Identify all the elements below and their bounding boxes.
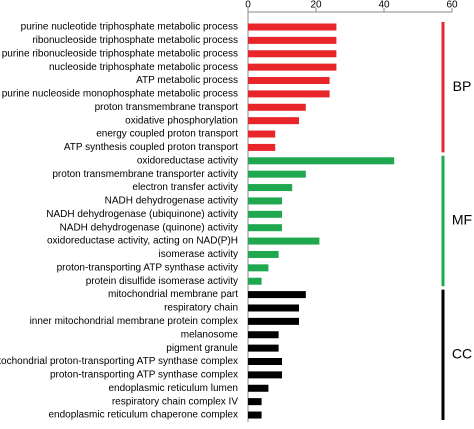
y-tick-label: oxidative phosphorylation bbox=[125, 115, 238, 126]
y-tick-label: proton-transporting ATP synthase activit… bbox=[57, 262, 238, 273]
y-tick-label: proton-transporting ATP synthase complex bbox=[50, 370, 238, 381]
bar bbox=[248, 291, 306, 299]
bar bbox=[248, 77, 330, 85]
bar bbox=[248, 184, 293, 192]
bar bbox=[248, 143, 276, 151]
group-label: BP bbox=[453, 78, 472, 94]
y-tick-label: NADH dehydrogenase (quinone) activity bbox=[60, 222, 238, 233]
y-tick-label: ATP metabolic process bbox=[136, 75, 238, 86]
y-tick-label: nucleoside triphosphate metabolic proces… bbox=[49, 62, 238, 73]
bar bbox=[248, 170, 306, 178]
bar bbox=[248, 130, 276, 138]
y-tick-label: isomerase activity bbox=[159, 249, 238, 260]
y-tick-label: proton transmembrane transport bbox=[95, 102, 239, 113]
bar bbox=[248, 344, 279, 352]
bar bbox=[248, 277, 262, 285]
group-label: MF bbox=[452, 212, 472, 228]
y-tick-label: mitochondrial membrane part bbox=[108, 289, 238, 300]
y-tick-label: melanosome bbox=[181, 329, 239, 340]
y-tick-label: purine nucleoside monophosphate metaboli… bbox=[2, 89, 238, 100]
bar bbox=[248, 90, 330, 98]
bar bbox=[248, 50, 337, 58]
y-tick-label: purine ribonucleoside triphosphate metab… bbox=[2, 48, 238, 59]
bar bbox=[248, 157, 395, 165]
y-tick-label: electron transfer activity bbox=[132, 182, 238, 193]
y-tick-label: protein disulfide isomerase activity bbox=[86, 276, 238, 287]
y-tick-label: endoplasmic reticulum lumen bbox=[108, 383, 238, 394]
y-tick-label: endoplasmic reticulum chaperone complex bbox=[48, 410, 238, 421]
bar bbox=[248, 250, 279, 258]
bar bbox=[248, 411, 262, 419]
bar bbox=[248, 103, 306, 111]
x-tick-label: 40 bbox=[378, 0, 390, 11]
y-tick-label: ATP synthesis coupled proton transport bbox=[64, 142, 238, 153]
bar bbox=[248, 23, 337, 31]
y-tick-label: NADH dehydrogenase activity bbox=[105, 196, 238, 207]
x-tick-label: 0 bbox=[245, 0, 251, 11]
x-tick-label: 20 bbox=[310, 0, 322, 11]
y-tick-label: proton transmembrane transporter activit… bbox=[52, 169, 238, 180]
y-tick-label: purine nucleotide triphosphate metabolic… bbox=[21, 22, 238, 33]
y-tick-label: oxidoreductase activity, acting on NAD(P… bbox=[47, 236, 238, 247]
bar bbox=[248, 237, 320, 245]
y-tick-label: inner mitochondrial membrane protein com… bbox=[30, 316, 238, 327]
y-tick-label: respiratory chain complex IV bbox=[112, 396, 238, 407]
bar bbox=[248, 317, 299, 325]
bar bbox=[248, 63, 337, 71]
y-tick-label: pigment granule bbox=[166, 343, 238, 354]
bar bbox=[248, 224, 282, 232]
group-label: CC bbox=[452, 346, 472, 362]
bar bbox=[248, 117, 299, 125]
bar bbox=[248, 304, 299, 312]
bar bbox=[248, 358, 282, 365]
x-tick-label: 60 bbox=[446, 0, 458, 11]
bar bbox=[248, 210, 282, 218]
bar bbox=[248, 197, 282, 205]
y-tick-label: NADH dehydrogenase (ubiquinone) activity bbox=[46, 209, 238, 220]
bar bbox=[248, 371, 282, 379]
y-tick-label: ribonucleoside triphosphate metabolic pr… bbox=[32, 35, 238, 46]
y-tick-label: oxidoreductase activity bbox=[137, 155, 238, 166]
bar bbox=[248, 398, 262, 406]
y-tick-label: respiratory chain bbox=[164, 303, 238, 314]
y-tick-label: energy coupled proton transport bbox=[96, 129, 238, 140]
y-tick-label: mitochondrial proton-transporting ATP sy… bbox=[0, 356, 238, 367]
bar bbox=[248, 264, 269, 272]
bar bbox=[248, 36, 337, 44]
bar bbox=[248, 384, 269, 392]
bar bbox=[248, 331, 279, 339]
